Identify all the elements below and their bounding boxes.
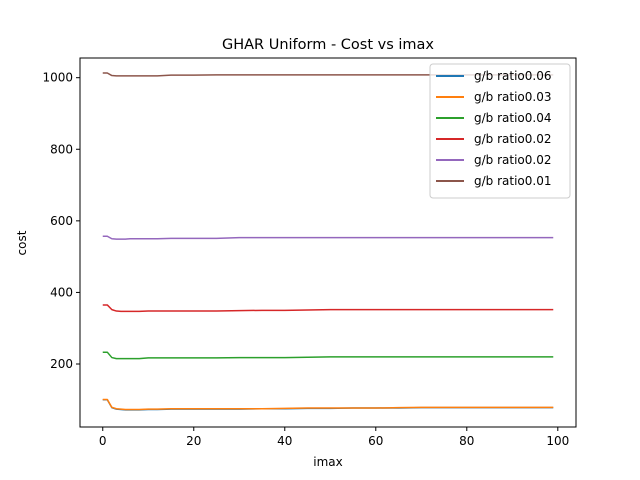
x-tick-label: 0: [99, 434, 107, 448]
y-axis: 200 400 600 800 1000: [42, 71, 80, 371]
series-line-5: [102, 235, 554, 240]
y-tick-label: 1000: [42, 71, 73, 85]
y-tick-label: 200: [50, 357, 73, 371]
y-tick-label: 600: [50, 214, 73, 228]
legend-label: g/b ratio0.03: [474, 90, 551, 104]
series-line-4: [102, 304, 554, 313]
legend-label: g/b ratio0.02: [474, 132, 551, 146]
x-axis-label: imax: [313, 455, 342, 469]
x-axis: 0 20 40 60 80 100: [99, 427, 569, 448]
x-tick-label: 20: [186, 434, 201, 448]
y-tick-label: 800: [50, 142, 73, 156]
legend-label: g/b ratio0.06: [474, 69, 551, 83]
y-axis-label: cost: [15, 230, 29, 255]
y-tick-label: 400: [50, 285, 73, 299]
x-tick-label: 80: [459, 434, 474, 448]
x-tick-label: 60: [368, 434, 383, 448]
x-tick-label: 40: [277, 434, 292, 448]
legend-label: g/b ratio0.04: [474, 111, 551, 125]
plot-frame: [79, 57, 577, 428]
series-line-3: [102, 351, 554, 360]
legend: g/b ratio0.06 g/b ratio0.03 g/b ratio0.04 g…: [429, 63, 571, 199]
series-line-2: [102, 398, 554, 411]
chart-title: GHAR Uniform - Cost vs imax: [222, 37, 434, 53]
legend-label: g/b ratio0.02: [474, 153, 551, 167]
x-tick-label: 100: [546, 434, 569, 448]
legend-box: [429, 63, 571, 199]
legend-label: g/b ratio0.01: [474, 174, 551, 188]
